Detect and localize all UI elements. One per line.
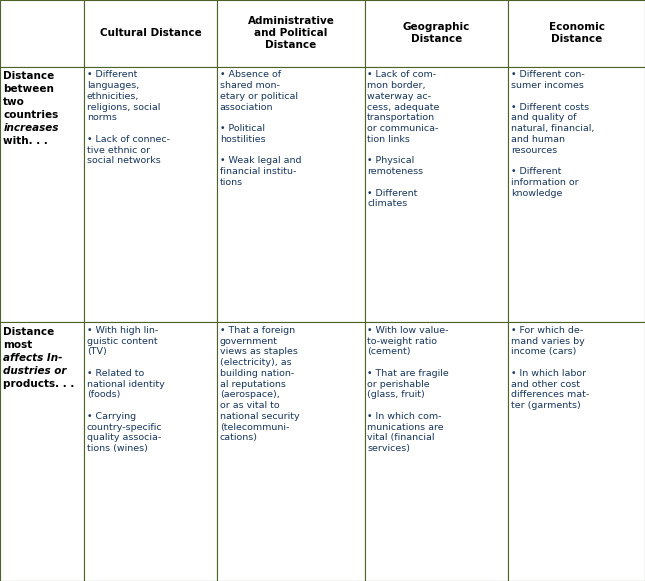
- Bar: [508, 0, 645, 67]
- Bar: [364, 67, 508, 322]
- Text: • With high lin-
guistic content
(TV)

• Related to
national identity
(foods)

•: • With high lin- guistic content (TV) • …: [87, 326, 164, 453]
- Text: between: between: [3, 84, 54, 94]
- Bar: [508, 67, 645, 322]
- Bar: [508, 322, 645, 581]
- Text: • Different
languages,
ethnicities,
religions, social
norms

• Lack of connec-
t: • Different languages, ethnicities, reli…: [87, 70, 170, 166]
- Bar: [217, 0, 364, 67]
- Text: products. . .: products. . .: [3, 379, 75, 389]
- Bar: [217, 322, 364, 581]
- Bar: [0, 322, 84, 581]
- Text: Cultural Distance: Cultural Distance: [100, 28, 202, 38]
- Text: • Lack of com-
mon border,
waterway ac-
cess, adequate
transportation
or communi: • Lack of com- mon border, waterway ac- …: [367, 70, 440, 209]
- Bar: [84, 322, 217, 581]
- Text: Administrative
and Political
Distance: Administrative and Political Distance: [248, 16, 334, 51]
- Bar: [0, 0, 84, 67]
- Text: • For which de-
mand varies by
income (cars)

• In which labor
and other cost
di: • For which de- mand varies by income (c…: [511, 326, 589, 410]
- Text: Distance: Distance: [3, 327, 54, 336]
- Bar: [0, 67, 84, 322]
- Text: dustries or: dustries or: [3, 365, 66, 375]
- Text: • Different con-
sumer incomes

• Different costs
and quality of
natural, financ: • Different con- sumer incomes • Differe…: [511, 70, 594, 198]
- Text: • With low value-
to-weight ratio
(cement)

• That are fragile
or perishable
(gl: • With low value- to-weight ratio (cemen…: [367, 326, 449, 453]
- Text: • Absence of
shared mon-
etary or political
association

• Political
hostilities: • Absence of shared mon- etary or politi…: [220, 70, 301, 187]
- Text: affects In-: affects In-: [3, 353, 63, 363]
- Text: two: two: [3, 97, 25, 107]
- Bar: [84, 0, 217, 67]
- Bar: [217, 67, 364, 322]
- Text: with. . .: with. . .: [3, 136, 48, 146]
- Text: • That a foreign
government
views as staples
(electricity), as
building nation-
: • That a foreign government views as sta…: [220, 326, 299, 443]
- Text: Distance: Distance: [3, 71, 54, 81]
- Text: Geographic
Distance: Geographic Distance: [402, 23, 470, 44]
- Bar: [364, 322, 508, 581]
- Bar: [84, 67, 217, 322]
- Text: Economic
Distance: Economic Distance: [548, 23, 604, 44]
- Text: increases: increases: [3, 123, 59, 133]
- Text: countries: countries: [3, 110, 59, 120]
- Bar: [364, 0, 508, 67]
- Text: most: most: [3, 339, 32, 350]
